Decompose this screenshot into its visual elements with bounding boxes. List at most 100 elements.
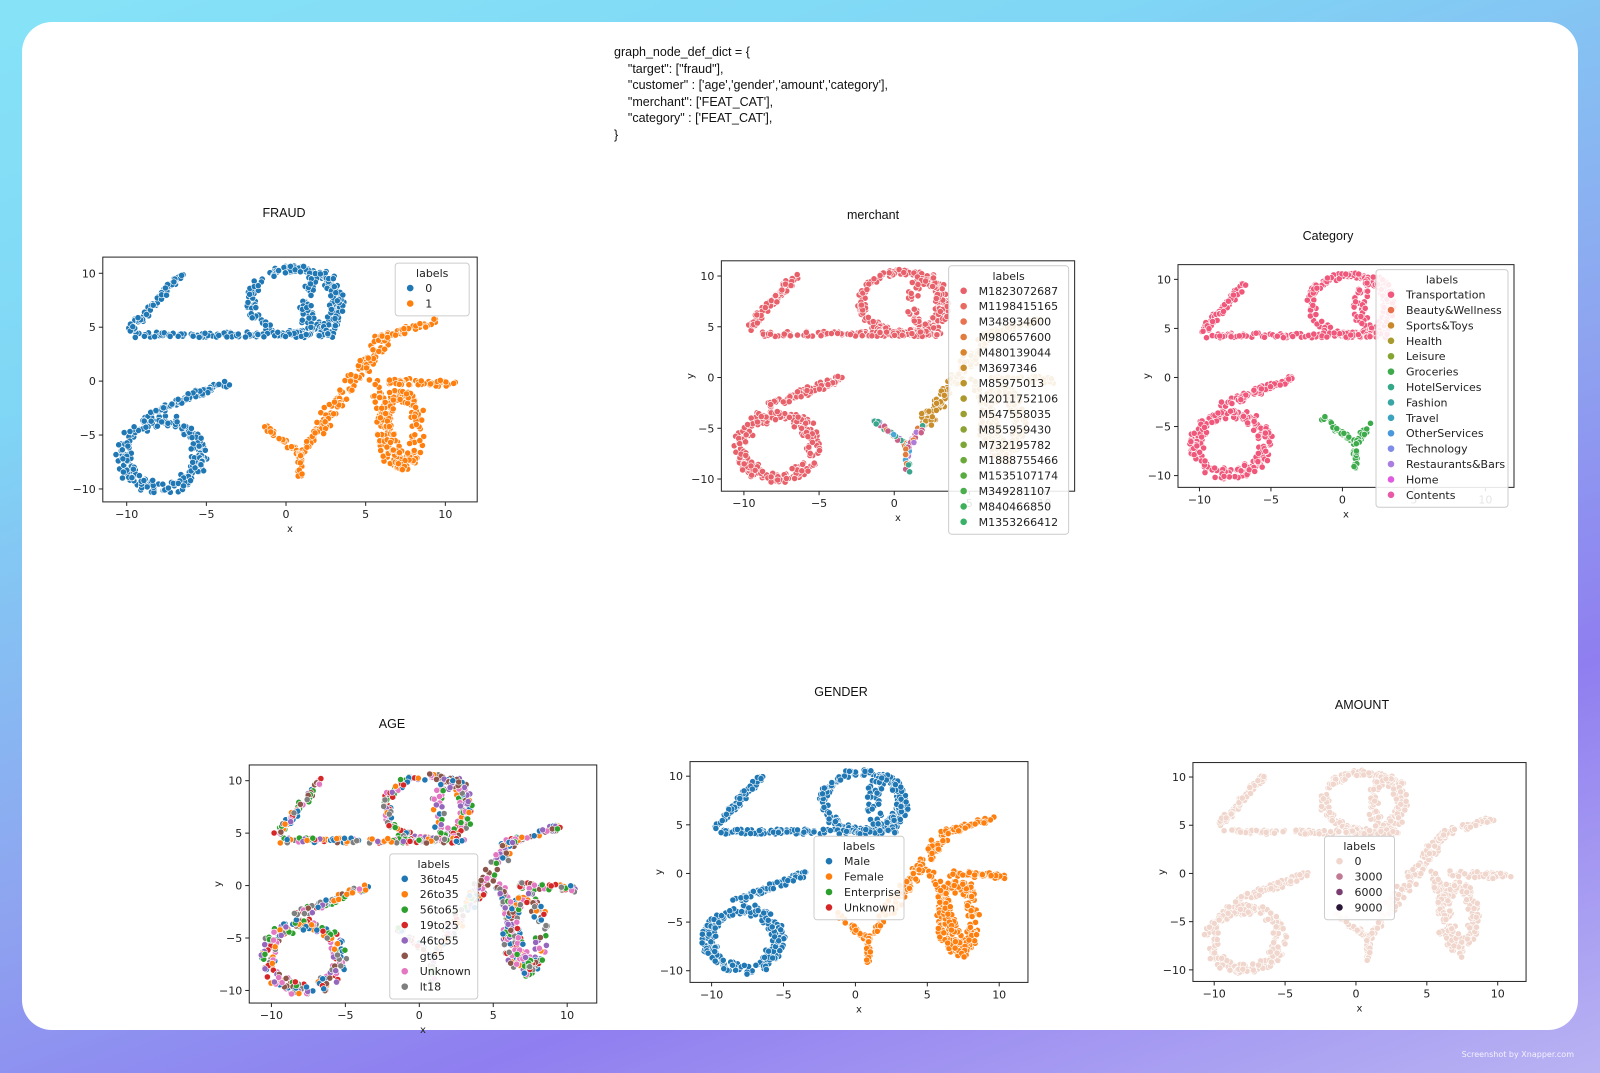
scatter-point (493, 866, 501, 873)
y-tick-label: 0 (89, 375, 96, 388)
scatter-point (834, 373, 842, 380)
scatter-point (869, 318, 877, 325)
scatter-point (1211, 473, 1219, 481)
scatter-point (383, 443, 391, 451)
legend-marker (959, 363, 968, 372)
scatter-point (940, 391, 948, 399)
scatter-point (433, 786, 441, 794)
x-axis-label: x (1343, 509, 1349, 520)
scatter-point (385, 822, 393, 830)
scatter-point (309, 834, 317, 842)
scatter-point (1251, 467, 1259, 475)
scatter-point (1237, 467, 1245, 475)
scatter-point (440, 810, 448, 817)
scatter-point (793, 271, 801, 278)
scatter-point (275, 435, 283, 442)
scatter-point (788, 465, 796, 472)
x-axis-label: x (895, 513, 901, 524)
legend-label: Leisure (1406, 350, 1446, 363)
scatter-point (778, 286, 786, 294)
scatter-point (406, 837, 414, 845)
x-tick-label: 10 (438, 508, 452, 521)
legend-label: Contents (1406, 489, 1456, 502)
x-tick-label: 0 (1339, 493, 1346, 506)
legend-marker (400, 874, 409, 883)
y-tick-label: 10 (82, 267, 96, 280)
scatter-point (787, 282, 795, 289)
scatter-point (151, 333, 159, 341)
scatter-point (384, 334, 391, 341)
legend-marker (1387, 321, 1395, 330)
scatter-point (1261, 333, 1268, 341)
scatter-point (504, 920, 512, 928)
scatter-point (374, 838, 382, 845)
scatter-point (914, 292, 922, 300)
scatter-point (464, 798, 472, 805)
scatter-point (397, 776, 404, 783)
legend-label: M349281107 (979, 485, 1051, 498)
scatter-point (542, 941, 550, 949)
scatter-point (386, 389, 393, 396)
x-tick-label: 0 (416, 1009, 423, 1022)
scatter-point (772, 416, 779, 423)
scatter-point (437, 821, 445, 829)
scatter-point (500, 941, 508, 948)
scatter-point (406, 440, 413, 447)
scatter-point (381, 345, 388, 353)
scatter-point (925, 407, 933, 415)
scatter-point (513, 960, 521, 968)
scatter-point (215, 380, 223, 388)
scatter-point (261, 965, 269, 973)
scatter-point (1276, 381, 1284, 389)
scatter-point (297, 800, 304, 808)
scatter-point (477, 877, 485, 884)
scatter-point (432, 834, 440, 842)
scatter-point (936, 308, 944, 315)
scatter-point (442, 378, 450, 386)
legend-marker (400, 982, 409, 991)
scatter-point (783, 475, 790, 482)
scatter-point (858, 332, 866, 340)
scatter-point (300, 926, 307, 934)
scatter-point (1342, 270, 1350, 278)
scatter-point (507, 926, 515, 934)
scatter-point (115, 441, 123, 449)
scatter-point (1360, 430, 1368, 438)
scatter-point (275, 267, 282, 274)
legend-marker (1387, 475, 1395, 484)
scatter-point (890, 431, 898, 438)
legend-marker (1387, 413, 1395, 422)
legend-marker (959, 456, 968, 465)
y-tick-label: 5 (89, 321, 96, 334)
scatter-point (1340, 429, 1348, 437)
scatter-point (317, 775, 325, 782)
y-tick-label: −10 (691, 473, 714, 486)
scatter-point (415, 836, 423, 844)
scatter-point (411, 431, 419, 439)
scatter-point (535, 944, 543, 952)
scatter-point (417, 377, 425, 385)
scatter-point (1333, 425, 1341, 432)
scatter-point (744, 421, 751, 428)
scatter-point (805, 443, 813, 451)
scatter-point (126, 428, 134, 435)
y-tick-label: 10 (228, 775, 242, 788)
scatter-point (1352, 447, 1360, 455)
legend-label: M1353266412 (979, 516, 1058, 529)
scatter-point (298, 470, 306, 478)
scatter-point (518, 879, 526, 887)
scatter-points (112, 262, 459, 496)
scatter-point (188, 424, 195, 432)
scatter-point (430, 315, 438, 323)
scatter-point (416, 320, 424, 328)
scatter-point (215, 332, 223, 339)
scatter-point (380, 803, 388, 810)
scatter-point (369, 346, 377, 354)
scatter-point (1241, 461, 1248, 469)
legend-label: gt65 (420, 950, 445, 963)
scatter-point (377, 447, 385, 454)
scatter-point (436, 376, 444, 384)
scatter-point (1254, 432, 1262, 440)
scatter-point (522, 953, 529, 961)
